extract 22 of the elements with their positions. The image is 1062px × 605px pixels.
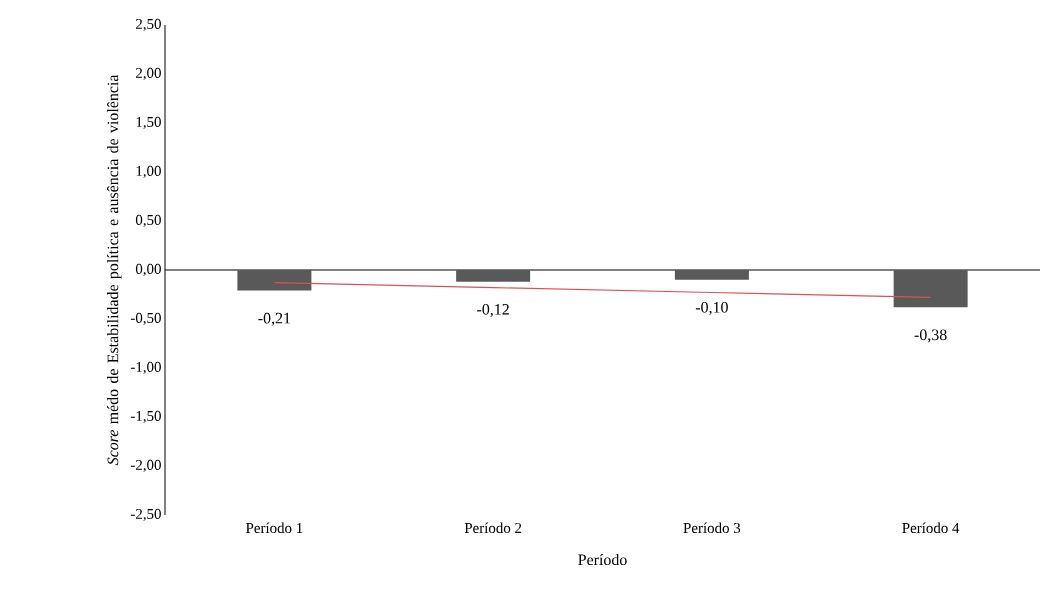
- x-tick-label: Período 4: [902, 522, 960, 534]
- line-series: [273, 282, 932, 299]
- y-tick-label: -2,00: [130, 459, 161, 473]
- data-label: -0,21: [258, 312, 291, 326]
- y-tick-label: 0,00: [135, 263, 161, 277]
- y-tick-label: -1,50: [130, 410, 161, 424]
- x-axis-title: Período: [578, 553, 627, 566]
- y-tick-label: 1,00: [136, 165, 161, 179]
- x-tick-label: Período 1: [245, 522, 303, 534]
- y-tick-label: 1,50: [136, 116, 161, 130]
- y-tick-label: 0,50: [135, 214, 161, 228]
- y-tick-label: -2,50: [130, 508, 161, 522]
- y-axis-title: Score médo de Estabilidade política e ausência de violência: [107, 74, 122, 466]
- y-tick-label: 2,00: [135, 67, 161, 81]
- x-tick-label: Período 2: [464, 522, 522, 534]
- y-tick-label: 2,50: [135, 18, 161, 32]
- x-tick-label: Período 3: [683, 522, 741, 534]
- data-label: -0,10: [695, 301, 728, 316]
- data-label: -0,38: [914, 329, 947, 343]
- data-label: -0,12: [477, 303, 509, 317]
- y-tick-label: -1,00: [130, 361, 161, 375]
- y-tick-label: -0,50: [130, 312, 161, 326]
